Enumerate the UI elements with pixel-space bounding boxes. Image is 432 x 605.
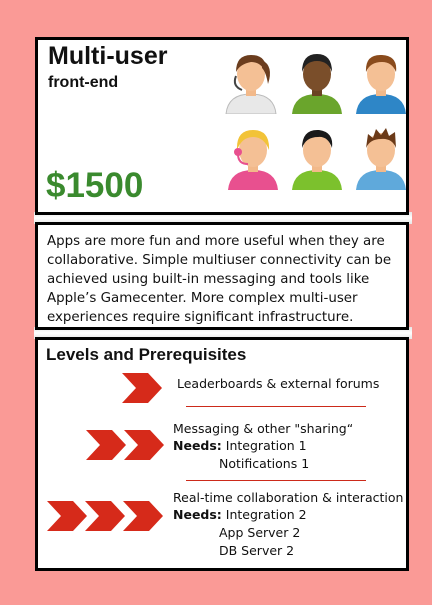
need-item: Integration 1	[225, 438, 307, 453]
description-card: Apps are more fun and more useful when t…	[35, 222, 409, 330]
level-3-name: Real-time collaboration & interaction	[173, 490, 404, 505]
needs-label: Needs:	[173, 438, 222, 453]
level-separator	[186, 406, 366, 407]
page-subtitle: front-end	[48, 74, 119, 91]
man-dark-icon	[292, 54, 342, 114]
level-1-name: Leaderboards & external forums	[177, 376, 380, 391]
level-2-name: Messaging & other "sharing“	[173, 421, 354, 436]
level-2-chevrons-icon	[86, 430, 164, 460]
divider	[34, 212, 412, 224]
need-item: App Server 2	[219, 525, 301, 540]
page-title: Multi-user	[48, 42, 168, 70]
man-brown-icon	[356, 54, 406, 114]
woman-headset-blonde-icon	[228, 130, 278, 190]
man-black-hair-icon	[292, 129, 342, 190]
level-2-needs: Needs: Integration 1	[173, 437, 307, 455]
level-3-needs: Needs: Integration 2	[173, 506, 307, 524]
level-separator	[186, 480, 366, 481]
need-item: DB Server 2	[219, 543, 295, 558]
levels-card: Levels and Prerequisites Leaderboards & …	[35, 337, 409, 571]
levels-title: Levels and Prerequisites	[46, 345, 247, 364]
need-item: Notifications 1	[219, 456, 310, 471]
level-1-chevron-icon	[122, 373, 162, 403]
divider	[34, 327, 412, 339]
level-3-chevrons-icon	[47, 501, 163, 531]
woman-headset-icon	[225, 55, 277, 114]
header-card: Multi-user front-end $1500	[35, 37, 409, 215]
price-label: $1500	[46, 166, 144, 205]
need-item: Integration 2	[225, 507, 307, 522]
man-spiky-icon	[356, 128, 406, 190]
description-text: Apps are more fun and more useful when t…	[47, 234, 392, 325]
needs-label: Needs:	[173, 507, 222, 522]
